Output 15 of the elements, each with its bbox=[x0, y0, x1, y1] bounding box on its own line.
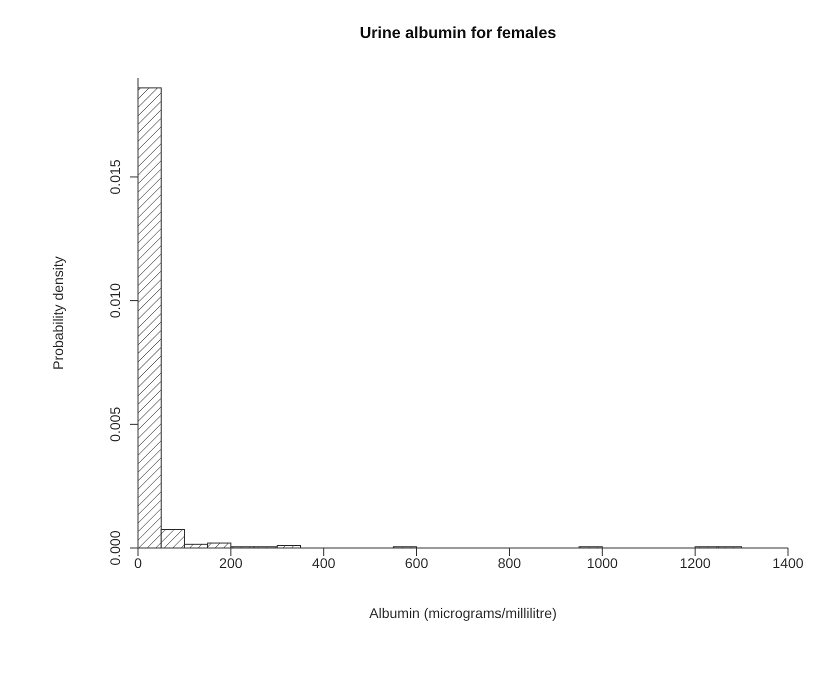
y-tick-label: 0.015 bbox=[107, 159, 123, 194]
x-tick-label: 0 bbox=[134, 554, 142, 571]
x-tick-label: 400 bbox=[312, 554, 336, 571]
x-tick-label: 1000 bbox=[586, 554, 618, 571]
chart-title: Urine albumin for females bbox=[360, 25, 556, 42]
x-tick-label: 1200 bbox=[680, 554, 711, 571]
y-tick-label: 0.005 bbox=[107, 406, 123, 442]
x-tick-label: 600 bbox=[404, 554, 428, 571]
x-tick-label: 200 bbox=[219, 554, 243, 571]
x-tick-label: 1400 bbox=[772, 554, 804, 571]
x-tick-label: 800 bbox=[498, 554, 522, 571]
y-tick-label: 0.000 bbox=[107, 530, 123, 566]
y-tick-label: 0.010 bbox=[107, 282, 123, 318]
y-axis-title: Probability density bbox=[50, 256, 66, 370]
x-axis-title: Albumin (micrograms/millilitre) bbox=[369, 605, 557, 621]
